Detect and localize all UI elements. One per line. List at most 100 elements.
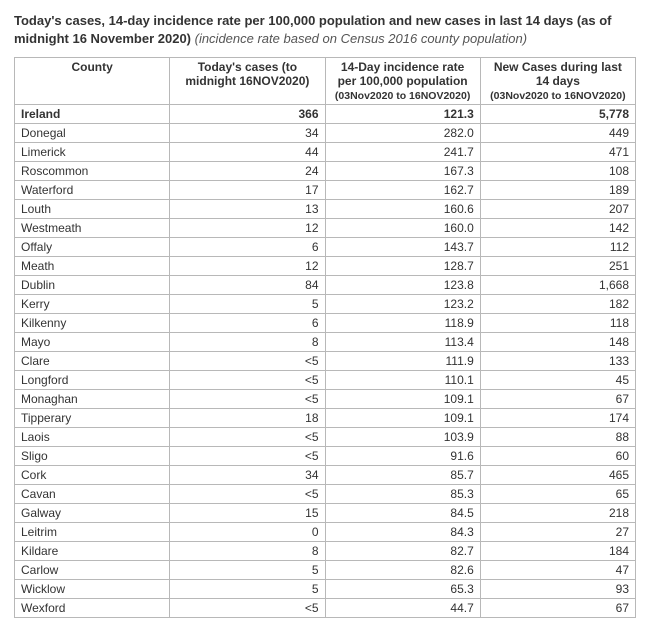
cell-today: 44	[170, 143, 325, 162]
cell-rate: 84.5	[325, 504, 480, 523]
table-row: Laois<5103.988	[15, 428, 636, 447]
cell-new: 218	[480, 504, 635, 523]
cell-today: 24	[170, 162, 325, 181]
cell-county: Dublin	[15, 276, 170, 295]
cell-today: 5	[170, 580, 325, 599]
cell-new: 189	[480, 181, 635, 200]
cell-county: Offaly	[15, 238, 170, 257]
cell-county: Kerry	[15, 295, 170, 314]
cell-today: 13	[170, 200, 325, 219]
cell-new: 67	[480, 390, 635, 409]
cell-county: Leitrim	[15, 523, 170, 542]
cell-today: <5	[170, 428, 325, 447]
cell-new: 449	[480, 124, 635, 143]
table-row: Wicklow565.393	[15, 580, 636, 599]
table-row: Carlow582.647	[15, 561, 636, 580]
header-row: County Today's cases (to midnight 16NOV2…	[15, 58, 636, 105]
table-row: Waterford17162.7189	[15, 181, 636, 200]
cell-county: Westmeath	[15, 219, 170, 238]
cell-today: <5	[170, 352, 325, 371]
table-row: Mayo8113.4148	[15, 333, 636, 352]
cell-county: Wicklow	[15, 580, 170, 599]
cell-new: 251	[480, 257, 635, 276]
table-row: Cavan<585.365	[15, 485, 636, 504]
table-row: Ireland366121.35,778	[15, 105, 636, 124]
cell-rate: 109.1	[325, 390, 480, 409]
cell-today: 5	[170, 561, 325, 580]
table-row: Galway1584.5218	[15, 504, 636, 523]
cell-county: Limerick	[15, 143, 170, 162]
table-row: Westmeath12160.0142	[15, 219, 636, 238]
cell-county: Louth	[15, 200, 170, 219]
cell-county: Meath	[15, 257, 170, 276]
page-title: Today's cases, 14-day incidence rate per…	[14, 12, 636, 47]
cell-today: 6	[170, 314, 325, 333]
cell-new: 88	[480, 428, 635, 447]
cell-county: Kildare	[15, 542, 170, 561]
cell-rate: 110.1	[325, 371, 480, 390]
cell-county: Roscommon	[15, 162, 170, 181]
cell-county: Kilkenny	[15, 314, 170, 333]
table-row: Louth13160.6207	[15, 200, 636, 219]
table-row: Kilkenny6118.9118	[15, 314, 636, 333]
cell-rate: 160.0	[325, 219, 480, 238]
cell-today: 6	[170, 238, 325, 257]
cell-new: 5,778	[480, 105, 635, 124]
cell-county: Mayo	[15, 333, 170, 352]
cell-rate: 111.9	[325, 352, 480, 371]
cell-rate: 282.0	[325, 124, 480, 143]
cell-today: 8	[170, 542, 325, 561]
table-row: Cork3485.7465	[15, 466, 636, 485]
table-row: Leitrim084.327	[15, 523, 636, 542]
cell-rate: 91.6	[325, 447, 480, 466]
cell-new: 1,668	[480, 276, 635, 295]
col-county-header: County	[15, 58, 170, 105]
cell-today: <5	[170, 447, 325, 466]
cell-today: 12	[170, 219, 325, 238]
col-rate-sub: (03Nov2020 to 16NOV2020)	[332, 90, 474, 102]
cell-rate: 167.3	[325, 162, 480, 181]
cell-today: 84	[170, 276, 325, 295]
cell-new: 465	[480, 466, 635, 485]
cell-county: Tipperary	[15, 409, 170, 428]
cell-today: <5	[170, 485, 325, 504]
cell-county: Galway	[15, 504, 170, 523]
cell-today: <5	[170, 390, 325, 409]
cell-county: Longford	[15, 371, 170, 390]
cell-new: 118	[480, 314, 635, 333]
table-row: Dublin84123.81,668	[15, 276, 636, 295]
cell-rate: 82.6	[325, 561, 480, 580]
table-row: Tipperary18109.1174	[15, 409, 636, 428]
cell-new: 471	[480, 143, 635, 162]
cell-new: 184	[480, 542, 635, 561]
cell-rate: 128.7	[325, 257, 480, 276]
table-body: Ireland366121.35,778Donegal34282.0449Lim…	[15, 105, 636, 618]
cell-county: Clare	[15, 352, 170, 371]
cell-county: Monaghan	[15, 390, 170, 409]
cell-new: 182	[480, 295, 635, 314]
cell-rate: 109.1	[325, 409, 480, 428]
table-row: Longford<5110.145	[15, 371, 636, 390]
cell-today: 5	[170, 295, 325, 314]
cell-today: 366	[170, 105, 325, 124]
cell-rate: 123.2	[325, 295, 480, 314]
cell-new: 112	[480, 238, 635, 257]
cell-rate: 121.3	[325, 105, 480, 124]
title-italic: (incidence rate based on Census 2016 cou…	[191, 31, 527, 46]
cell-new: 65	[480, 485, 635, 504]
cell-new: 133	[480, 352, 635, 371]
table-row: Monaghan<5109.167	[15, 390, 636, 409]
table-row: Roscommon24167.3108	[15, 162, 636, 181]
cell-rate: 241.7	[325, 143, 480, 162]
cell-rate: 44.7	[325, 599, 480, 618]
col-rate-header: 14-Day incidence rate per 100,000 popula…	[325, 58, 480, 105]
col-new-label: New Cases during last 14 days	[494, 60, 622, 88]
cell-county: Donegal	[15, 124, 170, 143]
cell-rate: 113.4	[325, 333, 480, 352]
table-row: Clare<5111.9133	[15, 352, 636, 371]
cell-county: Laois	[15, 428, 170, 447]
cell-rate: 85.7	[325, 466, 480, 485]
cell-rate: 143.7	[325, 238, 480, 257]
cell-today: <5	[170, 371, 325, 390]
cell-rate: 123.8	[325, 276, 480, 295]
